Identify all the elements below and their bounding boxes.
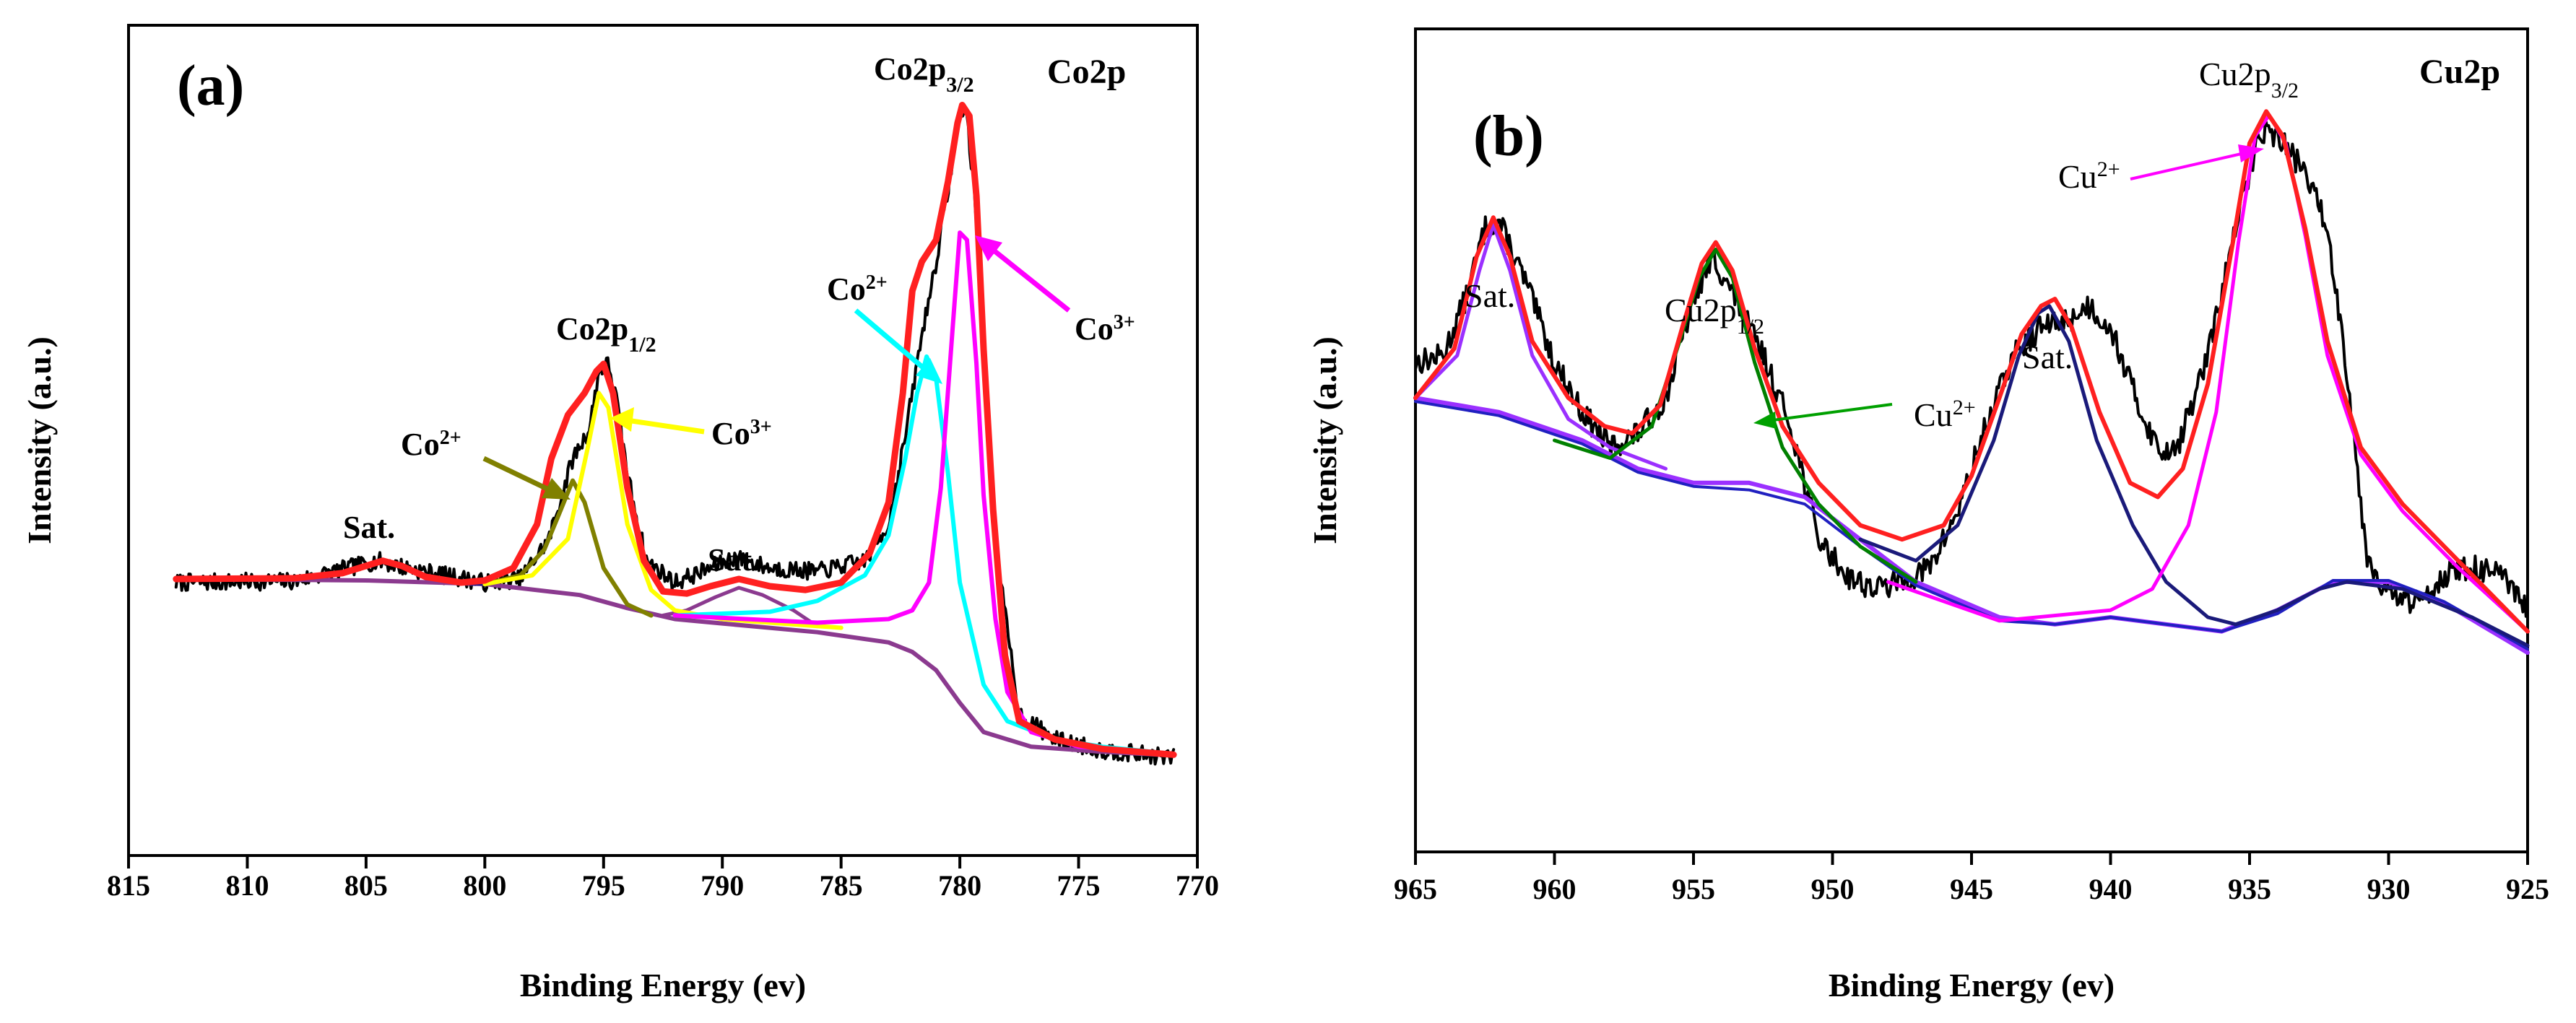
x-tick-label: 810 <box>225 869 269 902</box>
panel-a-series <box>173 102 1177 766</box>
x-tick-label: 800 <box>463 869 506 902</box>
panel-a: 815 810 805 800 795 790 785 780 775 770 (a) Co2p … <box>21 24 1219 1004</box>
x-tick-label: 780 <box>938 869 981 902</box>
panel-b-xlabel: Binding Energy (ev) <box>1829 967 2115 1004</box>
panel-b: 965 960 955 950 945 940 935 930 925 (b) Cu2p Cu2… <box>1306 27 2549 1004</box>
x-tick-label: 805 <box>344 869 388 902</box>
panel-b-label: (b) <box>1473 105 1544 168</box>
panel-b-series <box>1413 109 2530 655</box>
series-cu2-2p1-2 <box>1553 247 1918 584</box>
anno-cu2p32: Cu2p3/2 <box>2199 56 2299 103</box>
arrow-co3-mid <box>610 407 705 435</box>
panel-b-ylabel: Intensity (a.u.) <box>1306 336 1343 544</box>
panel-a-ylabel: Intensity (a.u.) <box>21 336 58 544</box>
anno-co2-left: Co2+ <box>401 427 461 463</box>
series-raw <box>174 110 1176 766</box>
anno-co3-right: Co3+ <box>1075 311 1135 347</box>
x-tick-label: 770 <box>1176 869 1219 902</box>
x-tick-label: 785 <box>820 869 863 902</box>
anno-sat-b2: Sat. <box>2022 339 2073 375</box>
x-tick-label: 940 <box>2089 873 2133 905</box>
anno-cu2p12: Cu2p1/2 <box>1665 292 1764 339</box>
series-sat-cu2p1-2 <box>1413 222 1668 471</box>
anno-co2p12: Co2p1/2 <box>556 311 656 357</box>
anno-sat-2: Sat. <box>708 542 760 578</box>
panel-b-title: Cu2p <box>2419 53 2500 91</box>
panel-a-title: Co2p <box>1047 53 1126 91</box>
series-co2-2p1-2 <box>482 478 654 618</box>
series-cu2-2p3-2 <box>1886 113 2530 634</box>
panel-a-label: (a) <box>177 54 244 118</box>
arrow-cu2-right <box>2130 144 2264 180</box>
x-tick-label: 945 <box>1950 873 1993 905</box>
x-tick-label: 960 <box>1533 873 1577 905</box>
anno-co2-right: Co2+ <box>827 271 888 308</box>
x-tick-label: 955 <box>1672 873 1715 905</box>
arrow-cu2-mid <box>1753 403 1893 429</box>
x-tick-label: 935 <box>2228 873 2271 905</box>
series-fit-envelope <box>1413 109 2530 634</box>
panel-b-x-ticks: 965 960 955 950 945 940 935 930 925 <box>1394 852 2549 905</box>
arrow-co2-right <box>854 308 942 384</box>
series-sat-cu2p3-2 <box>1858 304 2530 648</box>
panel-a-xlabel: Binding Energy (ev) <box>520 967 806 1004</box>
panel-a-x-ticks: 815 810 805 800 795 790 785 780 775 770 <box>107 856 1219 902</box>
series-background <box>1413 396 2530 655</box>
anno-cu2-mid: Cu2+ <box>1914 396 1976 434</box>
x-tick-label: 790 <box>701 869 744 902</box>
anno-sat-1: Sat. <box>343 510 395 545</box>
x-tick-label: 925 <box>2506 873 2549 905</box>
x-tick-label: 815 <box>107 869 150 902</box>
x-tick-label: 775 <box>1057 869 1101 902</box>
panel-a-frame <box>127 24 1199 857</box>
x-tick-label: 965 <box>1394 873 1437 905</box>
anno-sat-b1: Sat. <box>1465 277 1515 314</box>
series-background <box>173 577 1176 758</box>
arrow-co2-left <box>482 456 571 500</box>
anno-cu2-right: Cu2+ <box>2058 157 2120 196</box>
anno-co3-mid: Co3+ <box>711 416 772 452</box>
series-raw <box>1414 118 2529 618</box>
x-tick-label: 950 <box>1811 873 1855 905</box>
series-fit-envelope <box>173 102 1177 758</box>
x-tick-label: 930 <box>2367 873 2411 905</box>
anno-co2p32: Co2p3/2 <box>874 51 974 97</box>
x-tick-label: 795 <box>582 869 625 902</box>
arrow-co3-right <box>975 235 1071 313</box>
